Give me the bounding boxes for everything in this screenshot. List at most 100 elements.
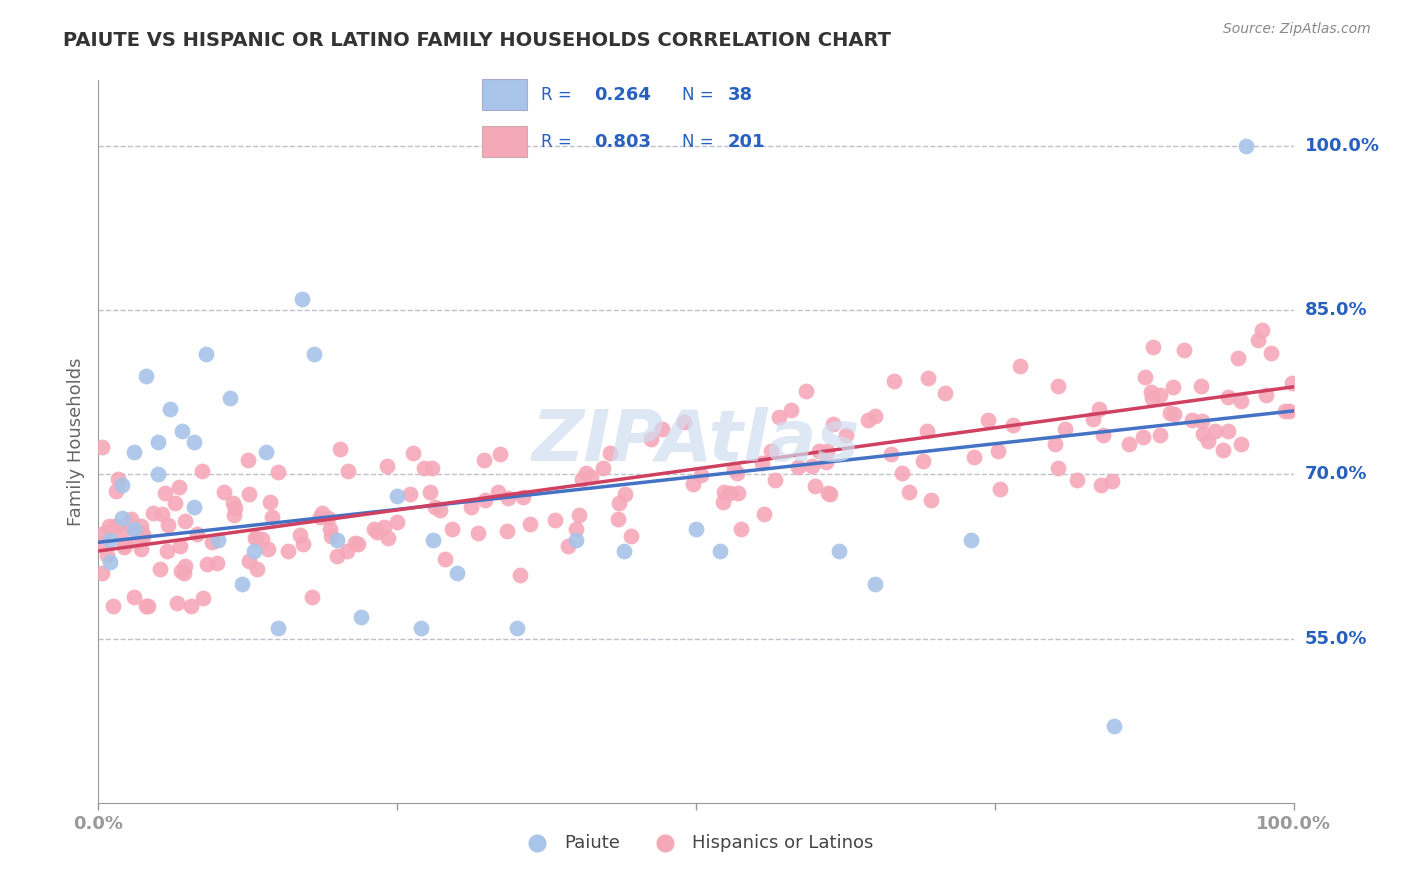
Point [1181, 413, 1204, 427]
Point [172, 424, 194, 438]
Point [129, 519, 152, 533]
Point [422, 533, 444, 547]
Point [495, 524, 517, 539]
Point [835, 428, 858, 442]
Point [804, 479, 827, 493]
Point [858, 413, 880, 427]
Point [1204, 424, 1226, 438]
Point [1090, 478, 1112, 492]
Text: 0.803: 0.803 [595, 133, 651, 151]
Point [934, 386, 956, 401]
Point [111, 525, 134, 540]
Point [723, 462, 745, 476]
Point [224, 500, 246, 515]
Point [730, 522, 752, 536]
Point [713, 484, 735, 499]
Point [169, 480, 191, 494]
Point [820, 487, 842, 501]
Point [301, 591, 323, 605]
Point [434, 552, 457, 566]
Point [620, 529, 643, 543]
Text: N =: N = [682, 133, 718, 151]
Point [1250, 323, 1272, 337]
Point [1088, 402, 1111, 417]
Point [375, 458, 398, 473]
Point [423, 500, 446, 515]
Point [898, 485, 921, 500]
Point [326, 549, 349, 564]
Point [581, 470, 603, 484]
Point [460, 500, 482, 515]
Point [960, 533, 983, 547]
Point [976, 413, 998, 427]
Point [183, 434, 205, 449]
Point [262, 509, 284, 524]
Point [291, 292, 314, 306]
Point [1189, 379, 1212, 393]
Point [173, 559, 195, 574]
Point [1101, 474, 1123, 488]
Point [311, 506, 333, 520]
Point [823, 417, 845, 431]
Point [111, 478, 134, 492]
Point [685, 522, 707, 536]
Point [149, 562, 172, 576]
Point [794, 384, 817, 398]
Point [987, 443, 1010, 458]
Point [125, 534, 148, 549]
Text: 85.0%: 85.0% [1305, 301, 1367, 319]
Point [752, 507, 775, 521]
Point [101, 599, 124, 613]
Point [134, 599, 156, 613]
Point [763, 473, 786, 487]
Point [1066, 473, 1088, 487]
Point [890, 466, 912, 480]
Point [865, 577, 887, 591]
Point [506, 621, 529, 635]
Point [107, 472, 129, 486]
Legend: Paiute, Hispanics or Latinos: Paiute, Hispanics or Latinos [512, 826, 880, 859]
Point [1149, 387, 1171, 401]
Point [768, 409, 790, 424]
Point [1191, 414, 1213, 428]
Point [105, 484, 128, 499]
Point [326, 533, 349, 547]
Point [509, 568, 531, 582]
Text: 70.0%: 70.0% [1305, 466, 1367, 483]
Point [170, 564, 193, 578]
Point [472, 452, 495, 467]
Point [412, 461, 434, 475]
Point [98, 533, 122, 547]
Point [1132, 430, 1154, 444]
Y-axis label: Family Households: Family Households [66, 358, 84, 525]
Point [157, 517, 180, 532]
Point [486, 485, 509, 500]
Point [159, 401, 181, 416]
Point [111, 511, 134, 525]
Point [254, 445, 277, 459]
Point [186, 527, 208, 541]
Point [385, 515, 408, 529]
Point [1192, 427, 1215, 442]
Point [606, 511, 628, 525]
Point [153, 485, 176, 500]
Point [1212, 443, 1234, 458]
Point [1010, 359, 1032, 373]
Point [399, 487, 422, 501]
Point [440, 523, 463, 537]
Point [191, 591, 214, 606]
Point [337, 464, 360, 478]
Point [988, 482, 1011, 496]
Point [142, 506, 165, 520]
Point [429, 503, 451, 517]
Point [419, 484, 441, 499]
Point [257, 541, 280, 556]
Point [166, 596, 188, 610]
Point [97, 518, 120, 533]
Point [711, 495, 734, 509]
Point [302, 347, 325, 361]
Point [446, 566, 468, 580]
Point [1092, 428, 1115, 442]
Point [104, 519, 127, 533]
Point [1149, 428, 1171, 442]
